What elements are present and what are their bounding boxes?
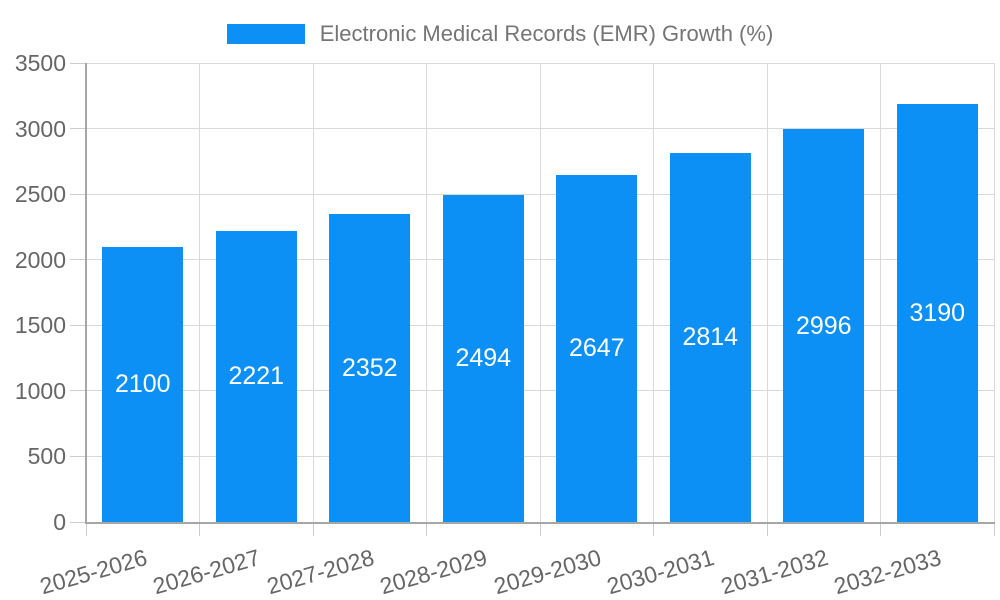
y-tick-label: 2500 <box>14 181 66 208</box>
bar-value-label: 2814 <box>682 323 739 352</box>
x-tick <box>426 522 427 536</box>
legend-label: Electronic Medical Records (EMR) Growth … <box>319 21 774 46</box>
x-gridline <box>993 63 995 522</box>
x-tick <box>85 522 87 536</box>
bar[interactable] <box>896 103 978 522</box>
bar[interactable] <box>215 230 297 522</box>
x-gridline <box>539 63 541 522</box>
x-axis-line <box>85 522 995 524</box>
y-tick <box>70 193 86 195</box>
y-tick <box>70 390 86 392</box>
x-gridline <box>653 63 654 522</box>
y-tick <box>70 128 86 130</box>
y-tick-label: 500 <box>27 443 66 470</box>
x-tick <box>880 522 881 536</box>
bar-value-label: 2352 <box>341 353 398 382</box>
y-tick <box>70 455 86 457</box>
y-tick-label: 2000 <box>14 246 66 273</box>
legend: Electronic Medical Records (EMR) Growth … <box>0 22 1000 46</box>
y-tick-label: 1500 <box>14 312 66 339</box>
bar-value-label: 2221 <box>228 362 285 391</box>
y-tick <box>70 259 86 261</box>
bar-value-label: 2996 <box>795 311 852 340</box>
x-tick <box>312 522 314 536</box>
bar[interactable] <box>442 194 524 522</box>
x-gridline <box>312 63 314 522</box>
bar-value-label: 2494 <box>455 344 512 373</box>
y-tick-label: 3000 <box>14 115 66 142</box>
bar-value-label: 3190 <box>909 298 966 327</box>
x-tick <box>199 522 200 536</box>
y-tick-label: 3500 <box>14 50 66 76</box>
x-gridline <box>766 63 768 522</box>
bar[interactable] <box>329 213 411 522</box>
x-tick <box>766 522 768 536</box>
x-tick <box>653 522 654 536</box>
y-tick <box>70 62 86 64</box>
y-tick-label: 1000 <box>14 377 66 404</box>
bar-value-label: 2100 <box>114 370 171 399</box>
y-tick <box>70 324 86 326</box>
bar[interactable] <box>556 174 638 522</box>
y-axis-line <box>85 63 87 522</box>
x-gridline <box>199 63 200 522</box>
x-gridline <box>880 63 881 522</box>
legend-swatch <box>226 24 305 44</box>
x-tick <box>539 522 541 536</box>
bar[interactable] <box>669 152 751 522</box>
y-tick-label: 0 <box>53 509 66 535</box>
bar-value-label: 2647 <box>568 334 625 363</box>
y-tick <box>70 521 86 523</box>
x-gridline <box>426 63 427 522</box>
bar[interactable] <box>783 129 865 522</box>
bar[interactable] <box>102 246 184 522</box>
x-tick <box>993 522 995 536</box>
